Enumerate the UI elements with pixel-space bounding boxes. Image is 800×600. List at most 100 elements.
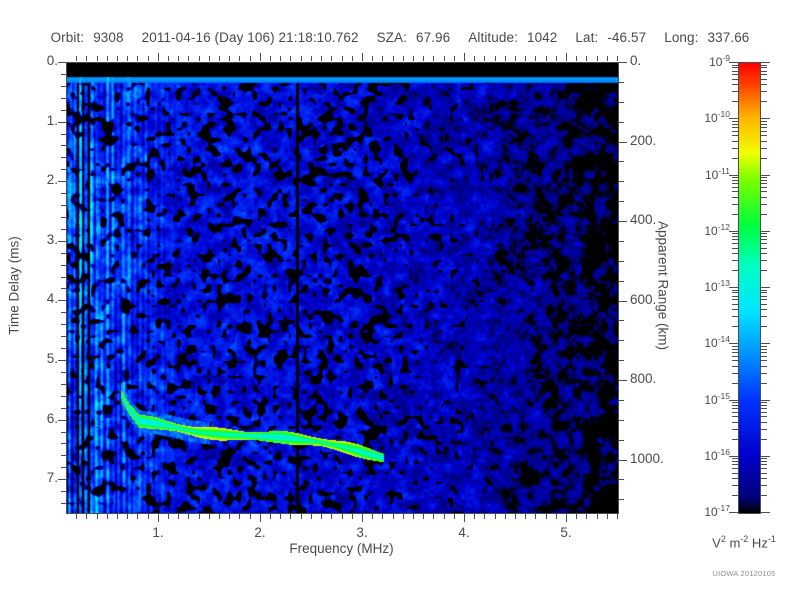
sza-label: SZA: <box>376 30 407 45</box>
axis-tick <box>619 161 624 162</box>
axis-tick <box>761 74 767 75</box>
axis-tick <box>761 356 767 357</box>
axis-tick <box>732 74 738 75</box>
colorbar-tick-label: 10-15 <box>704 391 730 407</box>
axis-tick <box>761 84 767 85</box>
axis-tick <box>732 439 738 440</box>
axis-tick <box>761 175 770 176</box>
axis-tick <box>729 343 738 344</box>
axis-tick <box>250 56 251 61</box>
axis-tick <box>290 56 291 61</box>
axis-tick <box>732 260 738 261</box>
axis-tick <box>732 141 738 142</box>
axis-tick <box>270 56 271 61</box>
axis-tick <box>732 373 738 374</box>
axis-tick <box>423 514 424 519</box>
axis-tick <box>732 79 738 80</box>
axis-tick <box>86 56 87 61</box>
axis-tick <box>761 299 767 300</box>
y-axis-left-tick-label: 3. <box>46 232 58 247</box>
axis-tick <box>761 236 767 237</box>
axis-tick <box>61 372 66 373</box>
axis-tick <box>619 340 624 341</box>
figure-header: Orbit: 9308 2011-04-16 (Day 106) 21:18:10.… <box>0 30 800 50</box>
axis-tick <box>761 473 767 474</box>
axis-tick <box>732 127 738 128</box>
axis-tick <box>586 514 587 519</box>
axis-tick <box>619 380 627 381</box>
axis-tick <box>250 514 251 519</box>
y-axis-right-tick-label: 400. <box>630 212 657 227</box>
axis-tick <box>732 422 738 423</box>
axis-tick <box>61 205 66 206</box>
axis-tick <box>761 464 767 465</box>
axis-tick <box>729 231 738 232</box>
axis-tick <box>546 56 547 61</box>
axis-tick <box>61 455 66 456</box>
axis-tick <box>535 56 536 61</box>
axis-tick <box>732 135 738 136</box>
axis-tick <box>607 56 608 61</box>
axis-tick <box>209 514 210 519</box>
axis-tick <box>270 514 271 519</box>
axis-tick <box>732 91 738 92</box>
axis-tick <box>586 56 587 61</box>
axis-tick <box>619 62 627 63</box>
axis-tick <box>148 514 149 519</box>
axis-tick <box>403 56 404 61</box>
axis-tick <box>761 183 767 184</box>
x-axis-label: Frequency (MHz) <box>289 541 394 556</box>
axis-tick <box>732 183 738 184</box>
axis-tick <box>732 214 738 215</box>
axis-tick <box>619 221 627 222</box>
axis-tick <box>732 416 738 417</box>
axis-tick <box>61 277 66 278</box>
axis-tick <box>229 514 230 519</box>
axis-tick <box>761 79 767 80</box>
axis-tick <box>148 56 149 61</box>
axis-tick <box>761 62 770 63</box>
axis-tick <box>61 134 66 135</box>
axis-tick <box>331 56 332 61</box>
axis-tick <box>732 429 738 430</box>
axis-tick <box>556 56 557 61</box>
axis-tick <box>732 236 738 237</box>
axis-tick <box>61 384 66 385</box>
axis-tick <box>761 158 767 159</box>
axis-tick <box>444 514 445 519</box>
axis-tick <box>58 420 66 421</box>
axis-tick <box>732 124 738 125</box>
figure-credit: UIOWA 20120105 <box>712 569 776 578</box>
axis-tick <box>732 346 738 347</box>
axis-tick <box>556 514 557 519</box>
axis-tick <box>732 366 738 367</box>
axis-tick <box>403 514 404 519</box>
axis-tick <box>732 191 738 192</box>
axis-tick <box>61 432 66 433</box>
axis-tick <box>732 464 738 465</box>
axis-tick <box>761 478 767 479</box>
axis-tick <box>761 309 767 310</box>
axis-tick <box>464 514 465 522</box>
axis-tick <box>732 197 738 198</box>
axis-tick <box>58 241 66 242</box>
axis-tick <box>301 514 302 519</box>
axis-tick <box>58 360 66 361</box>
y-axis-right-tick-label: 200. <box>630 133 657 148</box>
axis-tick <box>619 301 627 302</box>
colorbar-tick-label: 10-16 <box>704 447 730 463</box>
y-axis-left-label: Time Delay (ms) <box>6 236 22 335</box>
axis-tick <box>761 461 767 462</box>
axis-tick <box>761 316 767 317</box>
axis-tick <box>301 56 302 61</box>
axis-tick <box>117 56 118 61</box>
axis-tick <box>58 122 66 123</box>
axis-tick <box>732 158 738 159</box>
axis-tick <box>761 360 767 361</box>
axis-tick <box>393 514 394 519</box>
y-axis-left-tick-label: 5. <box>46 351 58 366</box>
axis-tick <box>321 514 322 519</box>
axis-tick <box>58 479 66 480</box>
axis-tick <box>474 514 475 519</box>
axis-tick <box>761 253 767 254</box>
